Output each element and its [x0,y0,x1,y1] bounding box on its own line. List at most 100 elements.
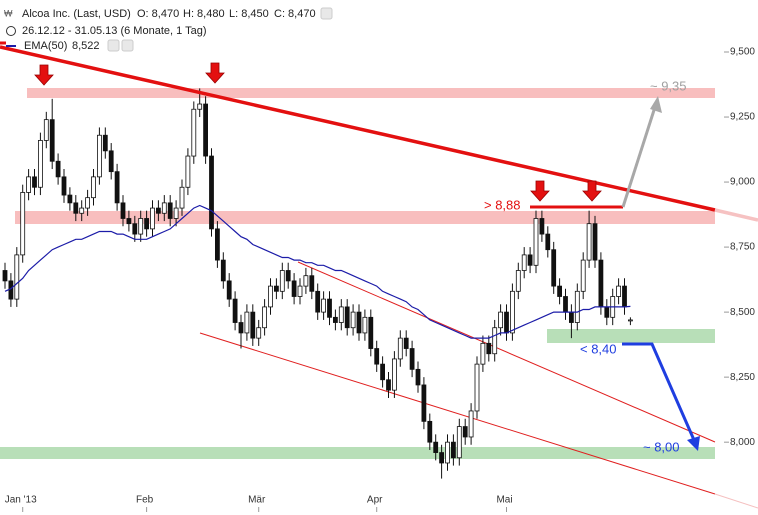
candle-body [291,280,297,297]
candle-body [409,348,415,370]
candle-body [303,275,309,287]
candle-body [474,363,480,412]
candle-body [527,254,533,266]
candle-body [557,285,562,297]
candle-body [397,337,403,360]
ema-legend-name: EMA(50) [24,40,67,52]
y-tick-label: 8,500 [730,307,755,318]
target-arrow [622,342,696,441]
candle-body [232,298,238,323]
candle-body [551,249,557,287]
candle-body [203,103,209,157]
candle-body [120,202,126,219]
candle-body [38,140,43,188]
settings-button[interactable] [107,39,120,52]
candle-body [315,290,321,313]
candle-body [356,311,362,334]
candle-body [179,186,185,209]
target-arrow [621,106,657,208]
candle-body [350,311,356,329]
y-tick-label: 9,250 [730,112,755,123]
channel-line [199,332,716,495]
candle-body [126,218,132,225]
candle-body [450,441,456,459]
candle-body [580,259,586,292]
y-tick-label: 8,250 [730,372,755,383]
quote-low: L: 8,450 [229,8,269,20]
down-arrow [582,180,602,202]
candle-body [545,233,551,251]
candle-body [185,155,191,188]
annotation: ~ 9,35 [650,78,687,93]
candle-body [533,218,539,266]
candle-body [285,270,291,282]
channel-line [297,261,716,443]
candle-body [155,207,161,214]
candle-body [8,280,14,300]
candle-body [344,306,350,329]
signal-arrows [34,62,602,202]
candle-body [32,176,37,188]
trend-line [714,208,758,222]
candle-body [433,441,439,453]
candle-body [226,280,232,300]
quote-open: O: 8,470 [137,8,179,20]
candle-body [55,160,61,178]
candle-body [102,134,108,152]
candle-body [91,176,96,199]
ema-line [4,204,631,339]
clock-icon [6,26,16,36]
period: 26.12.12 - 31.05.13 (6 Monate, 1 Tag) [22,25,206,37]
candle-body [486,342,492,355]
down-arrow [34,64,54,86]
candle-body [214,228,220,261]
x-tick-label: Mai [496,495,512,506]
candle-body [191,108,197,157]
candle-body [43,119,49,141]
candle-body [569,311,574,323]
candle-body [321,298,327,313]
support-zone [0,447,715,459]
candle-body [509,290,515,334]
quote-high: H: 8,480 [183,8,225,20]
candle-body [262,306,268,329]
candle-body [61,176,67,196]
candle-body [368,316,374,349]
candle-body [498,311,504,329]
candle-body [628,319,633,322]
candle-body [49,119,55,162]
candle-body [427,420,433,443]
candle-body [209,155,214,230]
down-arrow [530,180,550,202]
candle-body [97,134,102,178]
x-tick-label: Apr [367,495,383,506]
x-tick-label: Jan '13 [5,495,37,506]
candle-body [439,452,445,464]
y-tick-label: 8,750 [730,242,755,253]
chart-icon: ₩ [4,8,13,18]
candle-body [256,327,262,339]
resistance-zone [15,211,715,224]
close-button[interactable] [121,39,134,52]
candle-body [250,311,256,339]
candle-body [150,207,155,230]
candle-body [132,223,138,235]
candle-body [415,368,421,386]
candles [2,88,633,479]
candle-body [338,306,344,323]
candle-body [574,290,580,323]
candle-body [403,337,409,349]
candle-body [445,441,450,464]
candle-body [391,358,397,391]
settings-button[interactable] [320,7,333,20]
candle-body [14,254,20,300]
candle-body [268,285,273,308]
candle-body [563,296,568,313]
candle-body [138,218,144,235]
candle-body [539,218,545,235]
candle-body [468,410,474,438]
annotation: < 8,40 [580,341,617,356]
